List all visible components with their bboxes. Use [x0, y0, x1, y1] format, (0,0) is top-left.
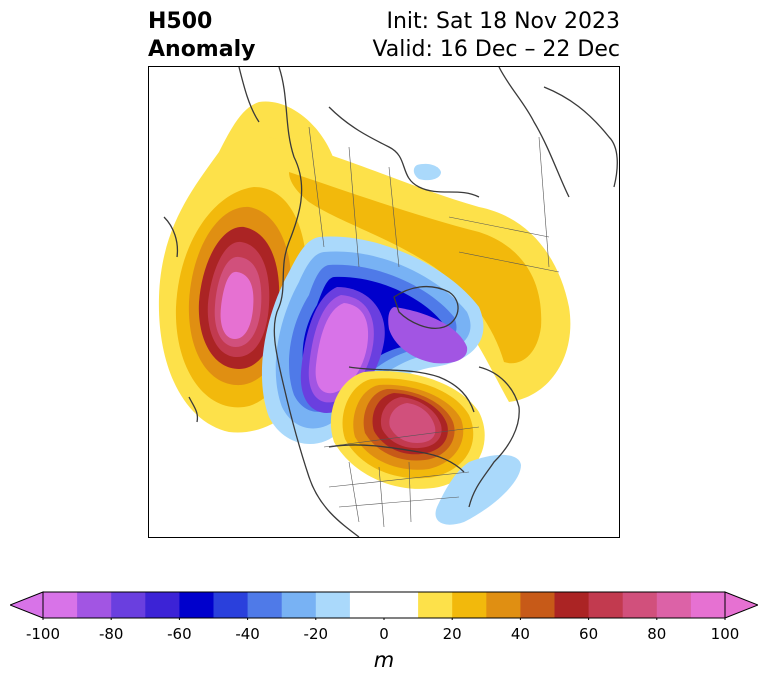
- political-borders: [308, 126, 560, 528]
- colorbar-under-arrow: [10, 591, 44, 619]
- colorbar-bin: [247, 592, 283, 618]
- colorbar-tick-label: 0: [379, 625, 389, 643]
- coastlines: [163, 67, 618, 537]
- colorbar-bin: [281, 592, 317, 618]
- atlantic-trough: [435, 454, 521, 525]
- colorbar-tick-label: -100: [25, 625, 61, 643]
- colorbar-tick-label: -40: [235, 625, 260, 643]
- colorbar-unit-label: m: [373, 648, 395, 672]
- colorbar-bin: [690, 592, 726, 618]
- colorbar-tick-label: 60: [579, 625, 599, 643]
- colorbar-bin: [418, 592, 453, 618]
- greenland-trough: [413, 163, 441, 181]
- colorbar-bin: [622, 592, 658, 618]
- colorbar-tick-label: -20: [303, 625, 329, 643]
- colorbar-bin: [384, 592, 419, 618]
- colorbar-tick-label: 100: [710, 625, 740, 643]
- colorbar-bin: [452, 592, 487, 618]
- colorbar-bin: [520, 592, 555, 618]
- colorbar-tick-label: -60: [167, 625, 192, 643]
- colorbar: [10, 591, 758, 620]
- title-line-2: Anomaly: [148, 37, 256, 62]
- colorbar-bin: [315, 592, 351, 618]
- colorbar-bin: [349, 592, 385, 618]
- colorbar-bin: [77, 592, 112, 618]
- colorbar-bin: [656, 592, 692, 618]
- colorbar-bin: [486, 592, 521, 618]
- map-title: H500 Anomaly: [148, 8, 255, 64]
- colorbar-tick-label: 20: [442, 625, 462, 643]
- colorbar-bin: [43, 592, 78, 618]
- colorbar-tick-label: 40: [510, 625, 530, 643]
- colorbar-bin: [554, 592, 590, 618]
- anomaly-map: [158, 67, 618, 537]
- colorbar-tick-label: -80: [98, 625, 124, 643]
- forecast-dates: Init: Sat 18 Nov 2023 Valid: 16 Dec – 22…: [372, 8, 620, 64]
- colorbar-bin: [145, 592, 180, 618]
- init-date: Init: Sat 18 Nov 2023: [386, 9, 620, 34]
- title-line-1: H500: [148, 9, 213, 34]
- valid-period: Valid: 16 Dec – 22 Dec: [372, 37, 620, 62]
- colorbar-tick-label: 80: [647, 625, 667, 643]
- colorbar-bin: [588, 592, 624, 618]
- colorbar-bin: [111, 592, 146, 618]
- map-panel: [148, 66, 620, 538]
- colorbar-over-arrow: [724, 591, 758, 619]
- western-trough: [261, 236, 484, 444]
- colorbar-bin: [213, 592, 249, 618]
- colorbar-bin: [179, 592, 214, 618]
